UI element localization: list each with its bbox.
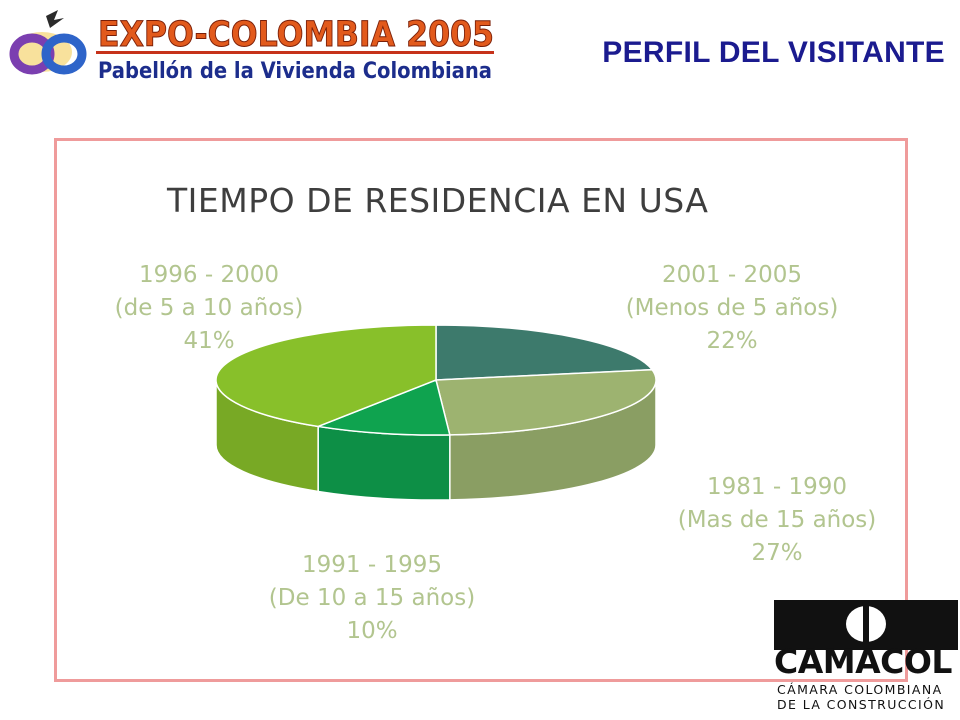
condor-icon [46,10,64,28]
camacol-name: CAMACOL [774,642,952,681]
camacol-subtitle: CÁMARA COLOMBIANA DE LA CONSTRUCCIÓN [777,682,945,712]
expo-colombia-logo: EXPO-COLOMBIA 2005 Pabellón de la Vivien… [9,10,495,84]
logo-title: EXPO-COLOMBIA 2005 [98,15,494,55]
pie-slice-1996-2000 [215,324,437,428]
slice-label-1981-1990: 1981 - 1990 (Mas de 15 años) 27% [647,471,907,570]
logo-rule [96,51,494,54]
slice-percent: 10% [346,618,398,644]
pie-chart [215,324,657,501]
logo-ring-right [41,33,87,75]
camacol-emblem-icon [846,604,886,646]
slide-title: PERFIL DEL VISITANTE [602,36,945,69]
slice-label-2001-2005: 2001 - 2005 (Menos de 5 años) 22% [582,259,882,358]
pie-slice-2001-2005 [435,324,654,381]
camacol-logo: CAMACOL CÁMARA COLOMBIANA DE LA CONSTRUC… [774,600,958,716]
slice-percent: 41% [183,328,235,354]
slice-description: (De 10 a 15 años) [268,585,476,611]
chart-title: TIEMPO DE RESIDENCIA EN USA [167,181,709,220]
pie-slice-1991-1995 [315,378,451,436]
slice-period: 1981 - 1990 [707,474,847,500]
logo-subtitle: Pabellón de la Vivienda Colombiana [98,59,492,84]
slice-label-1991-1995: 1991 - 1995 (De 10 a 15 años) 10% [232,549,512,648]
slice-period: 1991 - 1995 [302,552,442,578]
camacol-line-1: CÁMARA COLOMBIANA [777,682,943,697]
slice-description: (Menos de 5 años) [625,295,839,321]
slice-percent: 27% [751,540,803,566]
camacol-mark [774,600,958,650]
slice-description: (de 5 a 10 años) [114,295,304,321]
slice-percent: 22% [706,328,758,354]
slice-period: 2001 - 2005 [662,262,802,288]
slice-label-1996-2000: 1996 - 2000 (de 5 a 10 años) 41% [69,259,349,358]
chart-frame: TIEMPO DE RESIDENCIA EN USA 1996 - 2000 … [54,138,908,682]
pie-slice-1981-1990 [435,368,657,436]
slice-period: 1996 - 2000 [139,262,279,288]
camacol-line-2: DE LA CONSTRUCCIÓN [777,697,946,712]
slice-description: (Mas de 15 años) [677,507,877,533]
pie-side-1991-1995 [317,425,451,501]
